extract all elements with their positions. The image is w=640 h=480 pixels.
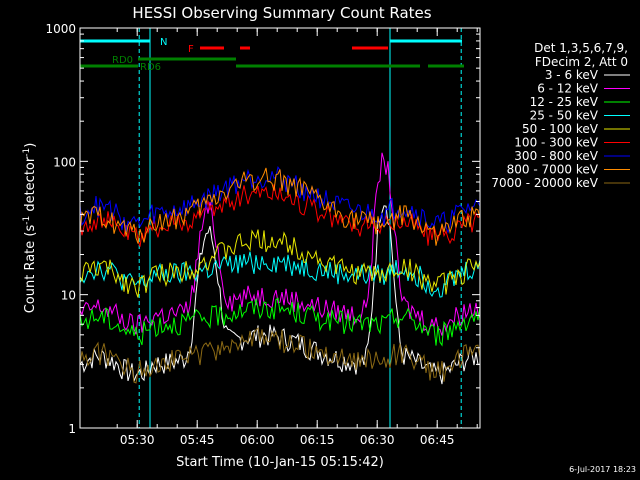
legend-entry-label: 300 - 800 keV <box>514 149 598 163</box>
series-line <box>79 229 481 298</box>
legend-entry-label: 7000 - 20000 keV <box>491 176 598 190</box>
legend-header-line2: FDecim 2, Att 0 <box>535 55 628 69</box>
series-line <box>79 297 481 347</box>
series-line <box>79 152 481 336</box>
timestamp: 6-Jul-2017 18:23 <box>569 465 636 474</box>
legend-entry-label: 50 - 100 keV <box>522 122 599 136</box>
x-tick-label: 06:00 <box>240 433 275 447</box>
legend-entry-label: 12 - 25 keV <box>530 95 599 109</box>
legend-entry-label: 800 - 7000 keV <box>507 163 599 177</box>
legend-entry-label: 25 - 50 keV <box>530 109 599 123</box>
y-tick-label: 1 <box>68 422 76 436</box>
legend-entry-label: 6 - 12 keV <box>537 82 599 96</box>
status-bar-label: RD0 <box>112 55 133 66</box>
y-axis-label: Count Rate (s-1 detector-1) <box>22 143 38 314</box>
status-bars: N F RD0 RD6 <box>80 37 464 73</box>
x-tick-label: 06:15 <box>300 433 335 447</box>
plot-frame <box>79 27 481 429</box>
series-line <box>79 251 481 298</box>
y-tick-label: 100 <box>53 155 76 169</box>
x-tick-label: 05:45 <box>180 433 215 447</box>
legend-entry-label: 100 - 300 keV <box>514 136 598 150</box>
legend-header-line1: Det 1,3,5,6,7,9, <box>534 41 628 55</box>
axes-layer: 05:30 05:45 06:00 06:15 06:30 06:45 1 10 100 1000 <box>45 22 480 447</box>
x-tick-label: 05:30 <box>120 433 155 447</box>
chart-title: HESSI Observing Summary Count Rates <box>132 4 431 22</box>
y-tick-label: 1000 <box>45 22 76 36</box>
series-line <box>79 167 481 246</box>
series-layer <box>79 152 481 385</box>
legend: Det 1,3,5,6,7,9, FDecim 2, Att 0 3 - 6 k… <box>491 41 630 190</box>
y-tick-label: 10 <box>61 289 76 303</box>
x-axis-label: Start Time (10-Jan-15 05:15:42) <box>176 455 384 470</box>
legend-entry-label: 3 - 6 keV <box>545 68 599 82</box>
status-bar-label: RD6 <box>140 62 161 73</box>
status-bar-label: F <box>188 44 194 55</box>
x-tick-label: 06:30 <box>360 433 395 447</box>
status-bar-label: N <box>160 37 167 48</box>
series-line <box>79 327 481 384</box>
x-tick-label: 06:45 <box>420 433 455 447</box>
